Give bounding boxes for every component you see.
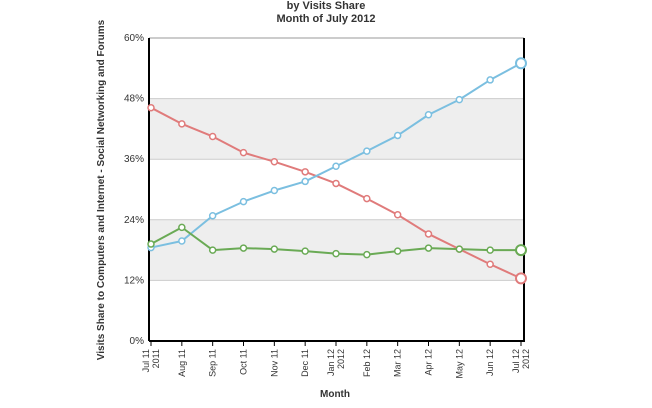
data-point	[147, 103, 155, 112]
data-point	[239, 148, 248, 157]
x-tick-text: Dec 11	[300, 349, 310, 377]
data-point	[301, 247, 309, 255]
x-tick-label: Mar 12	[393, 349, 403, 377]
x-tick-line: Jan 12	[326, 349, 336, 376]
data-point	[270, 186, 279, 195]
x-tick-label: Jan 122012	[326, 349, 346, 376]
x-tick-text: Nov 11	[269, 349, 279, 377]
x-tick-label: Apr 12	[424, 349, 434, 376]
y-tick-label: 24%	[124, 215, 144, 226]
data-point	[178, 223, 186, 232]
data-point	[332, 179, 340, 188]
x-tick-label: Nov 11	[269, 349, 279, 377]
x-tick-label: Sep 11	[208, 349, 218, 377]
data-point	[424, 230, 433, 238]
y-tick-labels: 0% 12% 24% 36% 48% 60%	[124, 33, 144, 347]
data-point	[178, 237, 186, 245]
data-point	[424, 111, 433, 119]
y-tick-label: 0%	[130, 336, 145, 347]
chart-subtitle: Month of July 2012	[276, 13, 376, 25]
data-point	[486, 260, 494, 268]
data-point	[515, 244, 527, 257]
x-tick-labels: Jul 112011 Aug 11 Sep 11 Oct 11 Nov 11 Dec 11…	[141, 349, 531, 379]
data-point	[208, 212, 217, 220]
data-point	[393, 247, 402, 255]
data-point	[239, 197, 248, 206]
x-tick-line: 2012	[336, 349, 346, 369]
data-point	[301, 168, 309, 176]
data-point	[239, 244, 248, 252]
y-tick-label: 48%	[124, 94, 144, 105]
x-tick-text: Aug 11	[177, 349, 187, 377]
x-tick-text: Jun 12	[485, 349, 495, 376]
gridlines	[149, 37, 524, 342]
plot-frame	[148, 37, 525, 346]
data-point	[393, 131, 402, 140]
x-tick-line: Jul 11	[141, 349, 151, 372]
x-tick-line: Jul 12	[511, 349, 521, 373]
data-point	[208, 132, 217, 141]
data-point	[332, 162, 340, 171]
data-point	[363, 147, 371, 155]
y-tick-label: 60%	[124, 33, 144, 44]
x-tick-label: Aug 11	[177, 349, 187, 377]
y-tick-label: 12%	[124, 275, 144, 286]
x-tick-label: Feb 12	[362, 349, 372, 377]
x-tick-text: May 12	[454, 349, 464, 379]
data-point	[208, 246, 217, 254]
data-point	[455, 245, 464, 253]
x-tick-label: Jul 112011	[141, 349, 161, 372]
data-point	[455, 95, 464, 104]
x-tick-text: Oct 11	[239, 349, 249, 375]
x-tick-label: Dec 11	[300, 349, 310, 377]
data-point	[486, 246, 494, 254]
x-tick-line: 2011	[151, 349, 161, 368]
x-tick-label: May 12	[454, 349, 464, 379]
x-tick-label: Jun 12	[485, 349, 495, 376]
chart-title: by Visits Share	[286, 0, 366, 12]
data-point	[393, 211, 402, 219]
y-axis-title: Visits Share to Computers and Internet -…	[96, 19, 107, 360]
x-tick-text: Feb 12	[362, 349, 372, 377]
x-axis-title: Month	[320, 389, 350, 400]
y-tick-label: 36%	[124, 154, 144, 165]
x-tick-text: Jan 122012	[326, 349, 346, 376]
data-point	[332, 249, 340, 258]
x-tick-text: Apr 12	[424, 349, 434, 376]
data-point	[363, 194, 371, 203]
data-point	[301, 177, 309, 186]
data-point	[363, 250, 371, 259]
data-point	[424, 244, 433, 252]
data-point	[486, 76, 494, 84]
x-tick-text: Jul 112011	[141, 349, 161, 372]
data-point	[178, 120, 186, 128]
x-tick-line: 2012	[521, 349, 531, 369]
band	[149, 98, 524, 160]
x-tick-text: Mar 12	[393, 349, 403, 377]
data-point	[515, 272, 527, 285]
series-points	[147, 57, 527, 285]
data-point	[515, 57, 527, 70]
data-point	[270, 245, 279, 253]
x-tick-label: Jul 122012	[511, 349, 531, 373]
data-point	[147, 240, 155, 248]
data-point	[270, 157, 279, 166]
x-tick-text: Jul 122012	[511, 349, 531, 373]
x-tick-label: Oct 11	[239, 349, 249, 375]
x-tick-text: Sep 11	[208, 349, 218, 377]
